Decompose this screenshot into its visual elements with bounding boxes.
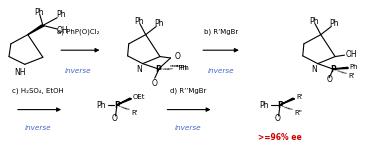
Text: inverse: inverse [175,125,201,131]
Text: a) PhP(O)Cl₂: a) PhP(O)Cl₂ [57,29,99,35]
Text: d) R’’MgBr: d) R’’MgBr [170,88,206,94]
Text: O: O [275,114,281,123]
Text: Ph: Ph [154,19,164,28]
Text: Ph: Ph [329,19,339,28]
Text: O: O [152,79,158,88]
Text: ""Ph: ""Ph [174,65,189,71]
Text: O: O [174,52,180,61]
Text: """Ph: """Ph [169,65,187,71]
Text: Ph: Ph [309,17,319,26]
Text: Ph: Ph [349,64,358,70]
Text: c) H₂SO₄, EtOH: c) H₂SO₄, EtOH [12,88,64,94]
Polygon shape [333,67,348,69]
Text: OEt: OEt [133,94,145,100]
Text: P: P [278,101,284,110]
Text: P: P [115,101,120,110]
Text: N: N [311,66,317,74]
Polygon shape [280,98,295,105]
Text: Ph: Ph [34,7,44,17]
Polygon shape [118,98,132,105]
Text: R": R" [294,110,302,116]
Text: Ph: Ph [134,17,144,26]
Text: OH: OH [345,50,357,58]
Text: P: P [156,65,161,73]
Text: O: O [326,75,332,84]
Text: NH: NH [14,68,26,77]
Polygon shape [28,25,44,35]
Text: Ph: Ph [96,101,106,110]
Text: R': R' [131,110,138,116]
Text: R': R' [296,94,303,100]
Text: b) R’MgBr: b) R’MgBr [203,29,238,35]
Text: Ph: Ph [56,10,66,19]
Text: inverse: inverse [65,68,91,74]
Text: inverse: inverse [207,68,234,74]
Text: OH: OH [57,26,68,35]
Text: N: N [136,66,142,74]
Text: >=96% ee: >=96% ee [257,133,301,142]
Text: R': R' [349,73,355,79]
Text: P: P [330,65,336,73]
Text: Ph: Ph [260,101,269,110]
Text: O: O [112,114,118,123]
Text: inverse: inverse [25,125,52,131]
